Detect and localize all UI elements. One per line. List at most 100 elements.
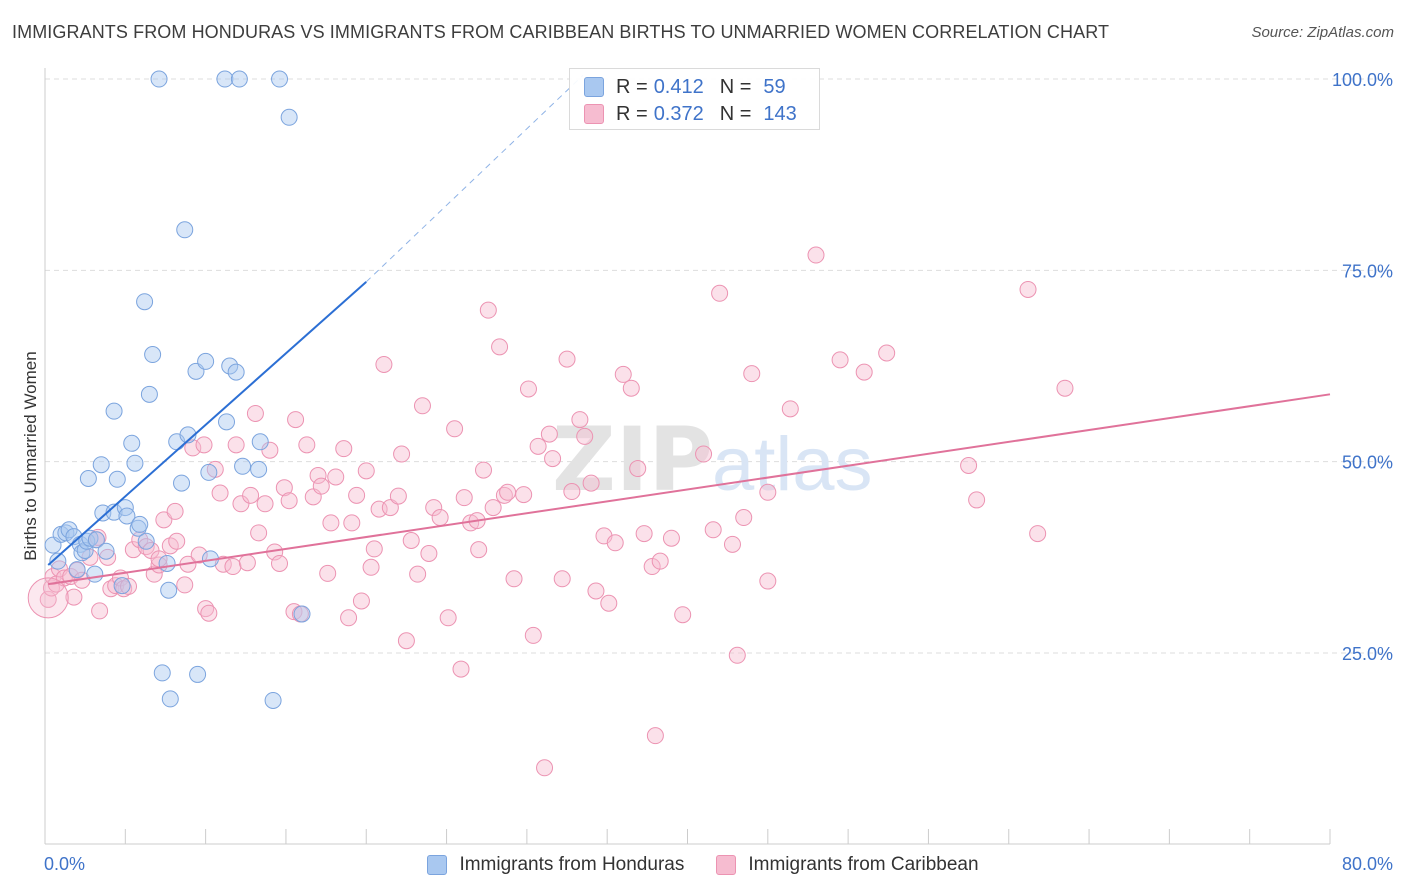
caribbean-point <box>190 546 208 564</box>
caribbean-point <box>389 487 407 505</box>
caribbean-point <box>402 531 420 549</box>
caribbean-point <box>246 404 264 422</box>
caribbean-point <box>309 466 327 484</box>
caribbean-point <box>743 365 761 383</box>
caribbean-point <box>343 514 361 532</box>
caribbean-point <box>499 483 517 501</box>
source-attribution: Source: ZipAtlas.com <box>1251 24 1394 41</box>
caribbean-point <box>322 514 340 532</box>
caribbean-point <box>635 525 653 543</box>
watermark-atlas: atlas <box>712 422 873 507</box>
caribbean-point <box>968 491 986 509</box>
caribbean-point <box>600 594 618 612</box>
caribbean-point <box>878 344 896 362</box>
caribbean-point <box>540 425 558 443</box>
caribbean-point <box>544 450 562 468</box>
honduras-point <box>57 524 75 542</box>
caribbean-point <box>397 632 415 650</box>
caribbean-point <box>120 577 138 595</box>
caribbean-swatch <box>584 104 604 124</box>
caribbean-point <box>1029 525 1047 543</box>
caribbean-point <box>102 580 120 598</box>
legend-label: Immigrants from Honduras <box>459 854 685 875</box>
caribbean-point <box>184 439 202 457</box>
honduras-point <box>137 532 155 550</box>
caribbean-point <box>439 609 457 627</box>
caribbean-point <box>195 436 213 454</box>
chart-title: IMMIGRANTS FROM HONDURAS VS IMMIGRANTS F… <box>12 22 1110 42</box>
caribbean-point <box>781 400 799 418</box>
caribbean-point <box>491 338 509 356</box>
caribbean-point <box>479 301 497 319</box>
caribbean-point <box>484 499 502 517</box>
honduras-point <box>116 499 134 517</box>
caribbean-point <box>576 427 594 445</box>
caribbean-point <box>176 576 194 594</box>
caribbean-point <box>91 602 109 620</box>
caribbean-point <box>606 534 624 552</box>
r-label: R = <box>616 102 648 125</box>
honduras-point <box>189 665 207 683</box>
watermark-zip: ZIP <box>552 408 713 511</box>
legend-item-caribbean[interactable]: Immigrants from Caribbean <box>716 854 979 876</box>
caribbean-point <box>145 565 163 583</box>
r-value: 0.372 <box>653 102 704 125</box>
honduras-point <box>200 463 218 481</box>
caribbean-point <box>280 492 298 510</box>
n-value: 143 <box>763 102 797 125</box>
caribbean-point <box>166 502 184 520</box>
caribbean-point <box>287 411 305 429</box>
caribbean-points <box>27 246 1074 777</box>
caribbean-point <box>298 436 316 454</box>
honduras-point <box>140 385 158 403</box>
honduras-trend-line <box>47 281 367 566</box>
caribbean-point <box>197 600 215 618</box>
y-tick-label: 100.0% <box>1332 70 1393 90</box>
caribbean-point <box>662 529 680 547</box>
caribbean-point <box>759 572 777 590</box>
honduras-point <box>136 293 154 311</box>
caribbean-point <box>759 483 777 501</box>
x-tick-label: 80.0% <box>1342 854 1393 874</box>
caribbean-point <box>99 548 117 566</box>
caribbean-point <box>275 479 293 497</box>
r-value: 0.412 <box>653 75 704 98</box>
caribbean-point <box>728 646 746 664</box>
caribbean-point <box>495 486 513 504</box>
honduras-point <box>68 561 86 579</box>
caribbean-point <box>420 545 438 563</box>
caribbean-point <box>256 495 274 513</box>
caribbean-point <box>571 411 589 429</box>
honduras-point <box>230 70 248 88</box>
caribbean-point <box>536 759 554 777</box>
n-label: N = <box>719 102 752 125</box>
caribbean-point <box>232 495 250 513</box>
caribbean-point <box>629 460 647 478</box>
honduras-point <box>126 454 144 472</box>
honduras-point <box>108 470 126 488</box>
caribbean-point <box>425 499 443 517</box>
caribbean-legend-swatch <box>716 855 737 875</box>
caribbean-trend-line <box>48 393 1331 586</box>
caribbean-point <box>855 363 873 381</box>
honduras-point <box>49 552 67 570</box>
honduras-trend-extension <box>365 74 584 283</box>
honduras-point <box>150 70 168 88</box>
honduras-legend-swatch <box>427 855 448 875</box>
legend-item-honduras[interactable]: Immigrants from Honduras <box>427 854 684 876</box>
caribbean-point <box>515 486 533 504</box>
caribbean-point <box>553 570 571 588</box>
caribbean-point <box>27 577 69 619</box>
honduras-point <box>79 470 97 488</box>
caribbean-point <box>200 604 218 622</box>
caribbean-point <box>65 588 83 606</box>
y-tick-label: 75.0% <box>1342 261 1393 281</box>
honduras-point <box>113 577 131 595</box>
honduras-point <box>123 434 141 452</box>
caribbean-point <box>224 558 242 576</box>
caribbean-point <box>505 570 523 588</box>
caribbean-point <box>242 486 260 504</box>
honduras-point <box>144 346 162 364</box>
honduras-point <box>81 529 99 547</box>
